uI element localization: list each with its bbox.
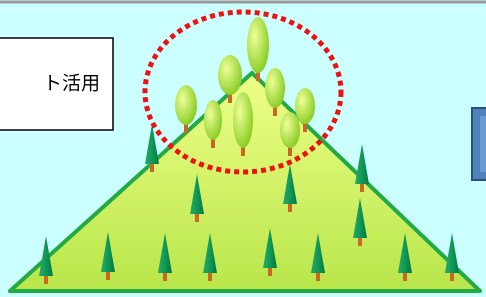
tree-crown [265,68,285,108]
tree-crown [175,85,197,125]
tree-crown [247,17,269,73]
tree-crown [280,112,300,148]
illustration: ト活用 [0,0,486,297]
tree-crown [295,88,315,124]
side-box-inner [480,116,486,172]
tree-crown [218,55,242,95]
tree-crown [233,92,253,148]
text-box-label: ト活用 [43,73,100,95]
tree-crown [204,100,222,140]
